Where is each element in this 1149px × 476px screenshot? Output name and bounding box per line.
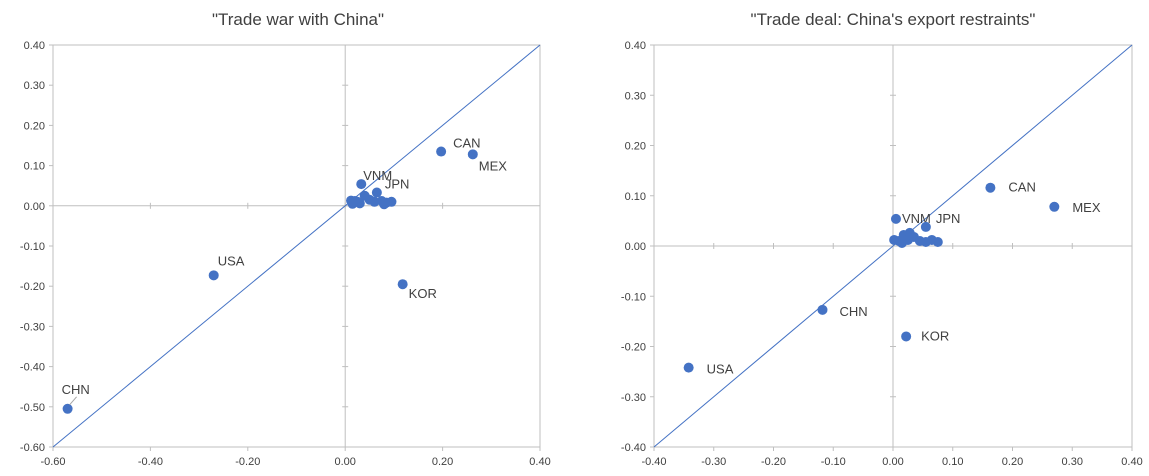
- y-tick-label: -0.20: [621, 342, 646, 354]
- y-tick-label: -0.30: [20, 321, 45, 333]
- y-tick-label: -0.20: [20, 281, 45, 293]
- y-tick-label: -0.30: [621, 392, 646, 404]
- point-vnm: [890, 213, 901, 224]
- label-leader-line: [69, 396, 77, 406]
- diagonal-line: [52, 44, 541, 448]
- y-tick-label: 0.00: [625, 241, 646, 253]
- point-mex: [1049, 201, 1060, 212]
- scatter-chart-trade-war: "Trade war with China" -0.60 -0.40 -0.20 0.0…: [20, 10, 551, 468]
- point-chn: [817, 304, 828, 315]
- x-tick-label: 0.10: [942, 456, 963, 468]
- point-label-chn: CHN: [839, 304, 867, 319]
- y-tick-label: 0.30: [24, 80, 45, 92]
- y-tick-label: 0.40: [24, 40, 45, 52]
- point-vnm: [356, 179, 367, 190]
- x-tick-label: -0.20: [761, 456, 786, 468]
- data-point: [379, 199, 390, 210]
- point-label-usa: USA: [707, 362, 734, 377]
- y-tick-label: -0.60: [20, 442, 45, 454]
- y-tick-label: 0.10: [625, 191, 646, 203]
- diagonal-line: [653, 44, 1133, 448]
- point-label-can: CAN: [453, 136, 480, 151]
- y-tick-label: 0.10: [24, 161, 45, 173]
- x-tick-label: -0.10: [821, 456, 846, 468]
- point-mex: [467, 149, 478, 160]
- point-label-kor: KOR: [409, 286, 437, 301]
- point-jpn: [920, 221, 931, 232]
- data-point: [932, 236, 943, 247]
- y-tick-label: -0.40: [621, 442, 646, 454]
- chart-title: "Trade war with China": [212, 10, 384, 29]
- y-tick-label: -0.10: [621, 291, 646, 303]
- point-label-chn: CHN: [62, 382, 90, 397]
- y-tick-label: -0.40: [20, 362, 45, 374]
- data-point: [347, 198, 358, 209]
- point-label-mex: MEX: [479, 158, 508, 173]
- point-jpn: [371, 187, 382, 198]
- x-tick-label: 0.40: [1121, 456, 1142, 468]
- x-tick-label: -0.40: [641, 456, 666, 468]
- point-usa: [208, 270, 219, 281]
- point-kor: [397, 279, 408, 290]
- data-point: [369, 196, 380, 207]
- x-tick-label: -0.60: [40, 456, 65, 468]
- y-tick-label: 0.40: [625, 40, 646, 52]
- point-label-kor: KOR: [921, 328, 949, 343]
- y-tick-label: -0.10: [20, 241, 45, 253]
- point-label-can: CAN: [1008, 180, 1035, 195]
- point-can: [985, 182, 996, 193]
- y-tick-label: -0.50: [20, 402, 45, 414]
- x-tick-label: 0.00: [882, 456, 903, 468]
- point-usa: [683, 362, 694, 373]
- y-tick-label: 0.00: [24, 201, 45, 213]
- y-tick-label: 0.30: [625, 90, 646, 102]
- point-kor: [901, 331, 912, 342]
- x-tick-label: -0.20: [235, 456, 260, 468]
- x-tick-label: 0.20: [432, 456, 453, 468]
- point-label-vnm: VNM: [902, 211, 931, 226]
- scatter-chart-trade-deal: "Trade deal: China's export restraints" -…: [621, 10, 1143, 468]
- point-chn: [62, 403, 73, 414]
- x-tick-label: 0.00: [334, 456, 355, 468]
- x-tick-label: -0.30: [701, 456, 726, 468]
- point-can: [436, 146, 447, 157]
- chart-title: "Trade deal: China's export restraints": [751, 10, 1036, 29]
- data-point: [354, 198, 365, 209]
- point-label-jpn: JPN: [385, 177, 410, 192]
- x-tick-label: 0.20: [1002, 456, 1023, 468]
- x-tick-label: 0.40: [529, 456, 550, 468]
- point-label-mex: MEX: [1072, 200, 1101, 215]
- y-tick-label: 0.20: [24, 120, 45, 132]
- x-tick-label: -0.40: [138, 456, 163, 468]
- y-tick-label: 0.20: [625, 141, 646, 153]
- point-label-vnm: VNM: [363, 168, 392, 183]
- x-tick-label: 0.30: [1062, 456, 1083, 468]
- point-label-jpn: JPN: [936, 211, 961, 226]
- point-label-usa: USA: [218, 253, 245, 268]
